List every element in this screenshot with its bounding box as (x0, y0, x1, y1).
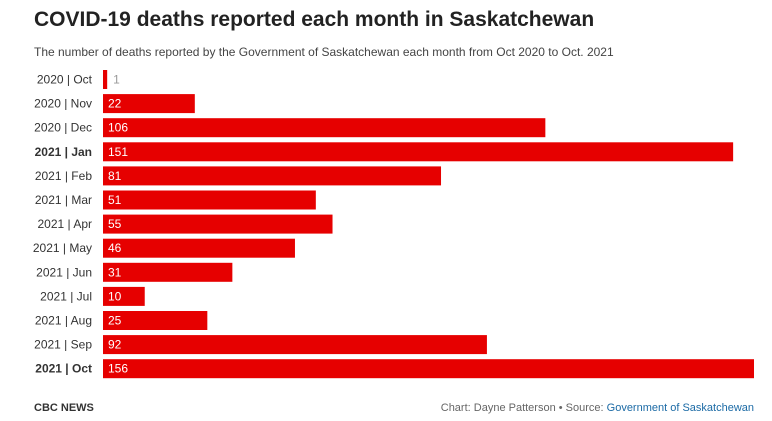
bar[interactable] (103, 118, 546, 138)
bar[interactable] (103, 142, 734, 162)
bar[interactable] (103, 190, 316, 210)
category-label: 2020 | Nov (34, 97, 92, 111)
value-label: 55 (108, 217, 122, 231)
source-link[interactable]: Government of Saskatchewan (606, 402, 754, 414)
category-label: 2021 | May (33, 241, 92, 255)
category-label: 2021 | Jan (35, 145, 92, 159)
value-label: 31 (108, 265, 122, 279)
category-label: 2021 | Apr (38, 217, 93, 231)
bar[interactable] (103, 166, 442, 186)
bar[interactable] (103, 94, 195, 114)
value-label: 81 (108, 169, 122, 183)
category-label: 2021 | Sep (34, 338, 92, 352)
bar[interactable] (103, 311, 208, 330)
category-label: 2021 | Jul (40, 289, 92, 303)
value-label: 92 (108, 338, 122, 352)
value-label: 106 (108, 121, 128, 135)
bar-chart: 2020 | Oct 1 2020 | Nov 22 2020 | Dec 106 2021… (33, 70, 754, 379)
chart-credit: Chart: Dayne Patterson • Source: Governm… (441, 402, 754, 414)
bar[interactable] (103, 238, 295, 258)
value-label: 25 (108, 314, 122, 328)
bar[interactable] (103, 214, 333, 234)
value-label: 151 (108, 145, 128, 159)
bar[interactable] (103, 286, 145, 306)
category-label: 2021 | Oct (35, 362, 92, 376)
category-label: 2020 | Oct (37, 73, 93, 87)
value-label: 156 (108, 362, 128, 376)
value-label: 1 (113, 73, 120, 87)
value-label: 46 (108, 241, 122, 255)
chart-title: COVID-19 deaths reported each month in S… (34, 8, 595, 31)
category-label: 2020 | Dec (34, 121, 92, 135)
value-label: 10 (108, 289, 122, 303)
category-label: 2021 | Jun (36, 265, 92, 279)
category-label: 2021 | Feb (35, 169, 92, 183)
bar[interactable] (103, 359, 754, 379)
credit-text: Chart: Dayne Patterson • Source: (440, 402, 607, 414)
bar[interactable] (103, 70, 108, 89)
bar[interactable] (103, 335, 487, 355)
value-label: 22 (108, 97, 122, 111)
value-label: 51 (108, 193, 122, 207)
category-label: 2021 | Aug (35, 314, 92, 328)
brand-label: CBC NEWS (34, 402, 94, 414)
bar[interactable] (103, 262, 233, 282)
category-label: 2021 | Mar (35, 193, 92, 207)
chart-subtitle: The number of deaths reported by the Gov… (34, 45, 614, 59)
